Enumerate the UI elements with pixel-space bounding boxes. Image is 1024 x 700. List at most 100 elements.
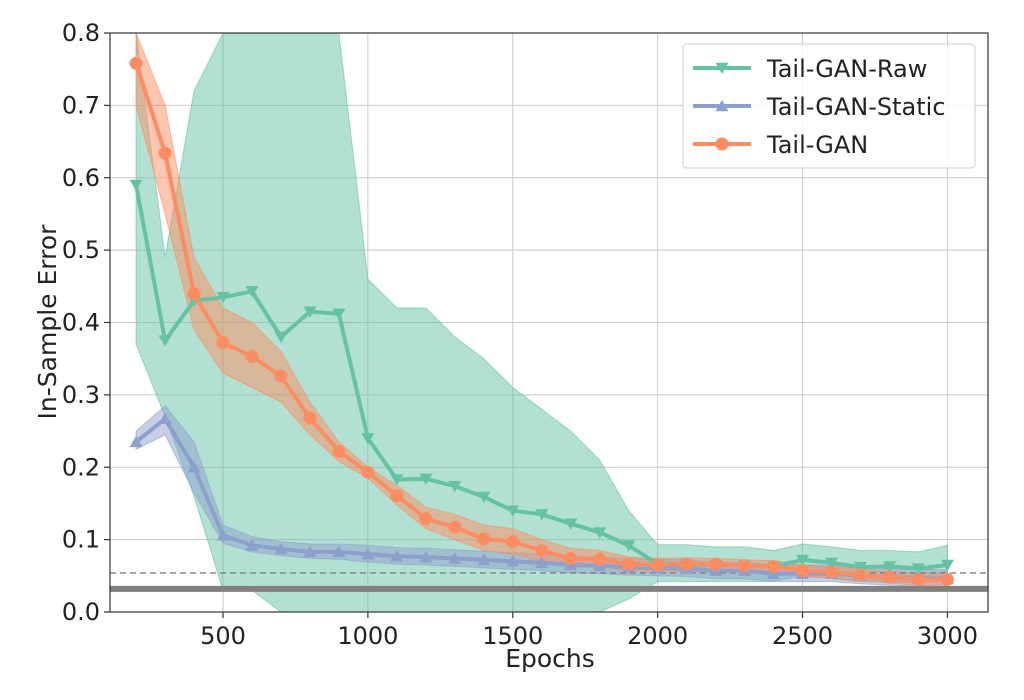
data-point <box>593 527 607 539</box>
data-point <box>158 146 172 160</box>
axes <box>104 32 989 618</box>
y-tick-label: 0.0 <box>62 598 100 626</box>
data-point <box>738 559 752 573</box>
data-point <box>390 550 404 562</box>
data-point <box>796 564 810 578</box>
y-tick-label: 0.8 <box>62 19 100 47</box>
data-point <box>303 306 317 318</box>
data-point <box>129 435 143 448</box>
data-point <box>303 411 317 425</box>
data-point <box>274 369 288 383</box>
data-point <box>622 540 636 552</box>
data-point <box>715 137 729 151</box>
data-point <box>361 547 375 560</box>
data-point <box>535 556 549 568</box>
data-point <box>622 557 636 571</box>
x-tick-label: 2000 <box>627 622 688 650</box>
data-point <box>715 62 729 75</box>
x-axis-label: Epochs <box>505 644 595 673</box>
x-tick-label: 3000 <box>917 622 978 650</box>
data-point <box>361 433 375 445</box>
y-tick-label: 0.2 <box>62 453 100 481</box>
data-point <box>419 512 433 526</box>
data-point <box>129 179 143 192</box>
data-point <box>419 473 433 486</box>
y-axis-label: In-Sample Error <box>33 224 62 420</box>
data-point <box>332 308 346 320</box>
tick-labels: 500 1000 1500 2000 2500 3000 0.0 0.1 0.2 0.3 0.4 0.… <box>62 19 978 650</box>
data-point <box>303 545 317 558</box>
data-point <box>129 56 143 70</box>
data-point <box>187 461 201 473</box>
legend-item: Tail-GAN-Static <box>693 93 946 121</box>
data-point <box>448 480 462 493</box>
x-tick-label: 1000 <box>337 622 398 650</box>
series-lines <box>129 56 954 586</box>
data-point <box>911 563 925 575</box>
data-point <box>882 570 896 584</box>
legend-box <box>682 43 976 169</box>
data-point <box>332 444 346 458</box>
data-point <box>477 532 491 546</box>
data-point <box>940 559 954 572</box>
data-point <box>216 336 230 350</box>
data-point <box>506 505 520 517</box>
data-point <box>332 545 346 558</box>
x-tick-label: 2500 <box>772 622 833 650</box>
data-point <box>245 539 259 551</box>
data-point <box>216 291 230 304</box>
series <box>129 56 954 586</box>
x-tick-label: 500 <box>200 622 246 650</box>
data-point <box>158 335 172 347</box>
data-point <box>709 557 723 571</box>
data-point <box>216 529 230 541</box>
data-point <box>825 557 839 569</box>
data-point <box>564 518 578 530</box>
y-tick-label: 0.6 <box>62 164 100 192</box>
data-point <box>796 554 810 567</box>
legend-label: Tail-GAN <box>766 131 868 159</box>
data-point <box>158 412 172 424</box>
data-point <box>274 542 288 555</box>
data-point <box>767 559 781 573</box>
data-point <box>448 552 462 564</box>
data-point <box>477 491 491 504</box>
data-point <box>767 567 781 579</box>
data-point <box>506 555 520 567</box>
y-tick-label: 0.3 <box>62 381 100 409</box>
data-point <box>361 465 375 479</box>
data-point <box>274 331 288 344</box>
data-point <box>651 558 665 572</box>
legend-item: Tail-GAN <box>693 131 868 159</box>
data-point <box>715 99 729 112</box>
data-point <box>245 286 259 298</box>
data-point <box>680 557 694 571</box>
data-point <box>825 565 839 579</box>
legend-item: Tail-GAN-Raw <box>693 55 927 83</box>
data-point <box>911 572 925 586</box>
data-point <box>535 509 549 521</box>
data-point <box>564 551 578 565</box>
data-point <box>854 568 868 582</box>
data-point <box>854 561 868 574</box>
y-tick-label: 0.7 <box>62 91 100 119</box>
data-point <box>940 572 954 586</box>
y-tick-label: 0.1 <box>62 526 100 554</box>
data-point <box>419 550 433 563</box>
data-point <box>506 535 520 549</box>
data-point <box>187 287 201 301</box>
data-point <box>593 552 607 566</box>
data-point <box>477 553 491 566</box>
data-point <box>535 543 549 557</box>
y-tick-label: 0.4 <box>62 309 100 337</box>
legend: Tail-GAN-Raw Tail-GAN-Static Tail-GAN <box>682 43 976 169</box>
data-point <box>390 488 404 502</box>
x-tick-label: 1500 <box>482 622 543 650</box>
data-point <box>390 474 404 486</box>
legend-label: Tail-GAN-Static <box>766 93 946 121</box>
data-point <box>882 561 896 573</box>
y-tick-label: 0.5 <box>62 236 100 264</box>
legend-label: Tail-GAN-Raw <box>766 55 927 83</box>
